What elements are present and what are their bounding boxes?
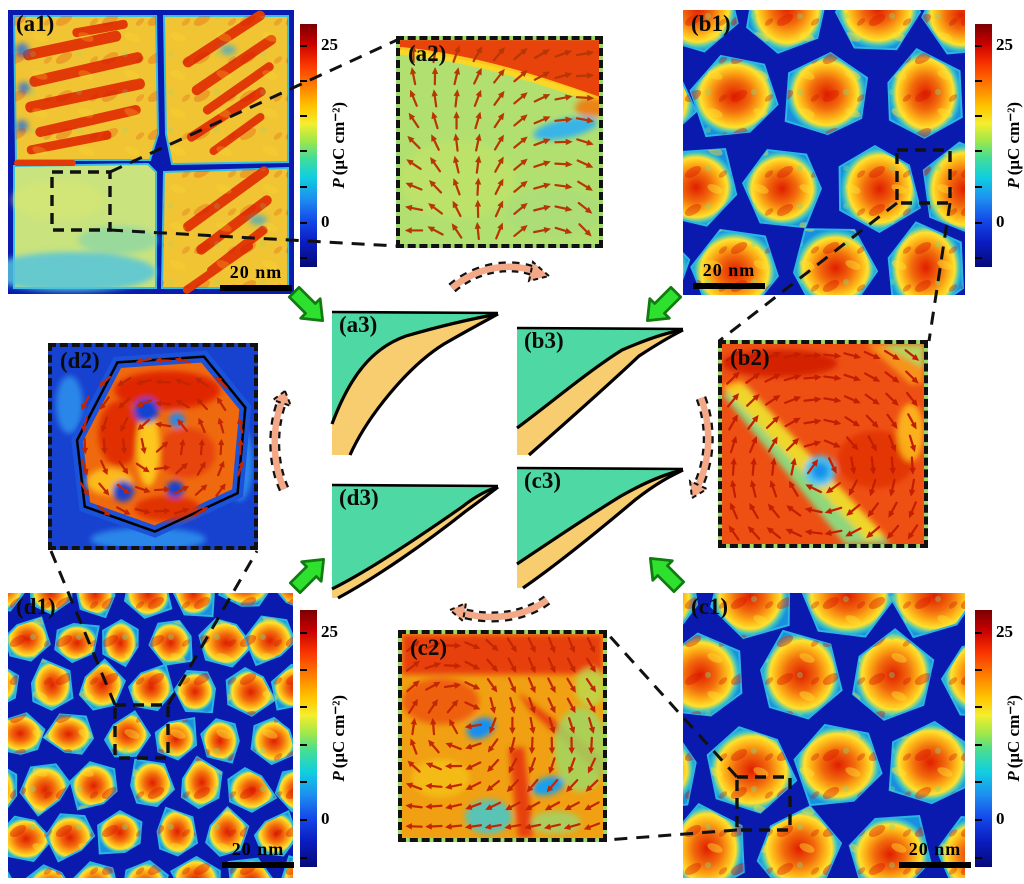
colorbar-b1-zero-label: 0 bbox=[996, 212, 1005, 232]
scalebar-b1: 20 nm bbox=[693, 260, 765, 289]
scalebar-d1: 20 nm bbox=[222, 839, 294, 868]
green-arrow-b1-to-b3 bbox=[636, 281, 687, 332]
colorbar-d1: 25 0 P(μC cm⁻²) bbox=[300, 610, 348, 867]
panel-b1-label: (b1) bbox=[691, 11, 731, 36]
d2-vector-map bbox=[52, 347, 254, 546]
colorbar-c1-unit-label: P(μC cm⁻²) bbox=[1004, 695, 1023, 782]
panel-c3-label: (c3) bbox=[524, 468, 562, 493]
scalebar-a1: 20 nm bbox=[220, 262, 292, 291]
inset-b2-zoom-view: (b2) bbox=[718, 340, 928, 548]
colorbar-b1-unit-label: P(μC cm⁻²) bbox=[1004, 102, 1023, 189]
scalebar-c1-line bbox=[899, 862, 971, 868]
panel-d2-label: (d2) bbox=[60, 348, 100, 373]
inset-a2-zoom-view: (a2) bbox=[396, 36, 603, 248]
c1-heatmap bbox=[683, 593, 965, 878]
panel-b3-label: (b3) bbox=[524, 328, 564, 353]
colorbar-d1-zero-label: 0 bbox=[321, 809, 330, 829]
scalebar-a1-line bbox=[220, 285, 292, 291]
panel-c1-label: (c1) bbox=[691, 594, 729, 619]
panel-c1-polarization-map: (c1) 20 nm bbox=[683, 593, 971, 878]
scalebar-c1: 20 nm bbox=[899, 839, 971, 868]
d1-heatmap bbox=[8, 593, 293, 878]
b1-heatmap bbox=[683, 10, 965, 295]
colorbar-d1-max-label: 25 bbox=[321, 621, 338, 641]
scalebar-b1-text: 20 nm bbox=[702, 260, 756, 280]
scalebar-d1-line bbox=[222, 862, 294, 868]
colorbar-b1-gradient bbox=[975, 24, 992, 267]
panel-d1-polarization-map: (d1) 20 nm bbox=[8, 593, 294, 878]
colorbar-b1: 25 0 P(μC cm⁻²) bbox=[975, 24, 1023, 267]
scalebar-b1-line bbox=[693, 283, 765, 289]
inset-c2-zoom-view: (c2) bbox=[398, 630, 607, 842]
c2-vector-map bbox=[402, 634, 603, 838]
colorbar-a1-zero-label: 0 bbox=[321, 212, 330, 232]
colorbar-c1-zero-label: 0 bbox=[996, 809, 1005, 829]
panel-a1-label: (a1) bbox=[16, 11, 55, 36]
panel-d3-label: (d3) bbox=[339, 485, 379, 510]
panel-d1-label: (d1) bbox=[16, 594, 56, 619]
inset-d2-zoom-view: (d2) bbox=[48, 343, 258, 550]
cycle-arrow-left-up-icon bbox=[269, 389, 293, 492]
b2-vector-map bbox=[722, 344, 924, 544]
scalebar-d1-text: 20 nm bbox=[231, 839, 285, 859]
colorbar-c1: 25 0 P(μC cm⁻²) bbox=[975, 610, 1023, 867]
colorbar-c1-gradient bbox=[975, 610, 992, 867]
a2-vector-map bbox=[400, 40, 599, 244]
panel-a1-polarization-map: (a1) 20 nm bbox=[8, 10, 294, 294]
colorbar-a1-gradient bbox=[300, 24, 317, 267]
schematic-a3-domain-wall: (a3) bbox=[330, 310, 499, 456]
colorbar-c1-max-label: 25 bbox=[996, 621, 1013, 641]
panel-a2-label: (a2) bbox=[408, 41, 447, 66]
colorbar-a1: 25 0 P(μC cm⁻²) bbox=[300, 24, 348, 267]
scalebar-a1-text: 20 nm bbox=[229, 262, 283, 282]
panel-b2-label: (b2) bbox=[730, 345, 770, 370]
a1-heatmap bbox=[8, 10, 294, 294]
colorbar-d1-gradient bbox=[300, 610, 317, 867]
scalebar-c1-text: 20 nm bbox=[908, 839, 962, 859]
panel-b1-polarization-map: (b1) 20 nm bbox=[683, 10, 965, 295]
green-arrow-d1-to-d3 bbox=[284, 548, 335, 599]
colorbar-b1-max-label: 25 bbox=[996, 34, 1013, 54]
cycle-arrow-top-right-icon bbox=[448, 260, 552, 293]
panel-a3-label: (a3) bbox=[339, 312, 378, 337]
schematic-d3-domain-wall: (d3) bbox=[331, 483, 499, 600]
panel-c2-label: (c2) bbox=[410, 635, 448, 660]
schematic-b3-domain-wall: (b3) bbox=[516, 326, 684, 457]
colorbar-d1-unit-label: P(μC cm⁻²) bbox=[329, 695, 348, 782]
cycle-arrow-bottom-left-icon bbox=[448, 595, 551, 623]
schematic-c3-domain-wall: (c3) bbox=[516, 466, 684, 590]
colorbar-a1-unit-label: P(μC cm⁻²) bbox=[329, 102, 348, 189]
cycle-arrow-right-down-icon bbox=[688, 396, 714, 500]
